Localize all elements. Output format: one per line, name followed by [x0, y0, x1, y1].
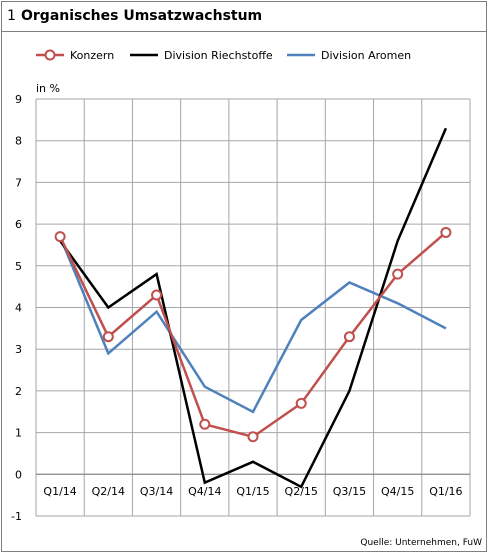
y-axis-label: in %: [36, 82, 60, 95]
data-point-konzern: [54, 231, 66, 243]
x-tick-label: Q3/15: [333, 485, 366, 498]
data-point-konzern: [392, 268, 404, 280]
chart-title: Organisches Umsatzwachstum: [21, 8, 263, 24]
y-tick-label: 0: [15, 468, 22, 481]
y-tick-label: 5: [15, 260, 22, 273]
legend-label: Division Aromen: [321, 49, 411, 62]
legend-marker: [44, 49, 56, 61]
title-bar: 1 Organisches Umsatzwachstum: [1, 1, 487, 32]
y-tick-label: 2: [15, 385, 22, 398]
data-point-konzern: [102, 331, 114, 343]
x-tick-label: Q2/15: [285, 485, 318, 498]
series-lines: [54, 127, 452, 489]
axes: -1 0 1 2 3 4 5 6 7 8 9 in % Q1/14 Q2/14 Q3/14 Q4/14 Q1/1…: [11, 82, 470, 523]
data-point-konzern: [151, 289, 163, 301]
x-tick-label: Q1/14: [43, 485, 76, 498]
y-tick-label: 4: [15, 302, 22, 315]
data-point-konzern: [295, 397, 307, 409]
x-tick-label: Q1/15: [236, 485, 269, 498]
y-tick-label: 9: [15, 93, 22, 106]
x-tick-label: Q4/14: [188, 485, 221, 498]
legend: Konzern Division Riechstoffe Division Arom…: [36, 49, 411, 62]
y-tick-label: 7: [15, 176, 22, 189]
series-line-division-riechstoffe: [59, 127, 448, 489]
data-point-konzern: [440, 226, 452, 238]
x-tick-label: Q2/14: [92, 485, 125, 498]
data-point-konzern: [199, 418, 211, 430]
data-point-konzern: [343, 331, 355, 343]
y-tick-label: -1: [11, 510, 22, 523]
source-note: Quelle: Unternehmen, FuW: [360, 538, 482, 548]
y-tick-label: 6: [15, 218, 22, 231]
gridlines: [35, 98, 471, 517]
y-tick-label: 3: [15, 343, 22, 356]
series-line-konzern: [58, 231, 447, 439]
x-tick-label: Q1/16: [429, 485, 462, 498]
legend-label: Konzern: [70, 49, 114, 62]
y-tick-label: 1: [15, 427, 22, 440]
x-tick-label: Q3/14: [140, 485, 173, 498]
x-tick-label: Q4/15: [381, 485, 414, 498]
y-tick-label: 8: [15, 135, 22, 148]
legend-label: Division Riechstoffe: [164, 49, 273, 62]
data-point-konzern: [247, 431, 259, 443]
figure-number: 1: [7, 8, 16, 24]
series-line-division-aromen: [58, 236, 447, 414]
